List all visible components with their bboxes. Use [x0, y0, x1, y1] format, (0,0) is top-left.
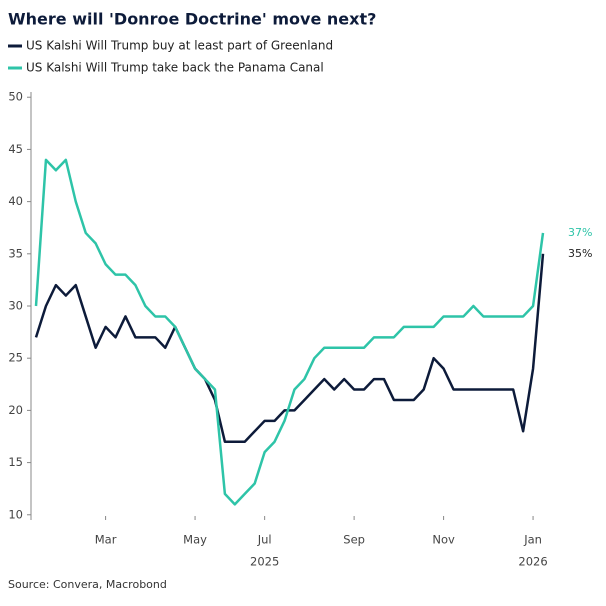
y-tick-label: 45: [8, 142, 23, 156]
y-tick-label: 30: [8, 299, 23, 313]
x-tick-label: Mar: [95, 533, 117, 547]
legend-label: US Kalshi Will Trump take back the Panam…: [26, 61, 324, 75]
y-tick-label: 10: [8, 507, 23, 521]
y-tick-label: 15: [8, 455, 23, 469]
y-tick-label: 25: [8, 351, 23, 365]
y-tick-label: 35: [8, 246, 23, 260]
x-tick-label: Nov: [432, 533, 455, 547]
y-tick-label: 40: [8, 194, 23, 208]
series-line: [34, 158, 545, 506]
chart-title: Where will 'Donroe Doctrine' move next?: [8, 10, 376, 29]
year-label: 2025: [250, 555, 279, 569]
x-tick-label: Sep: [343, 533, 365, 547]
y-tick-label: 50: [8, 90, 23, 104]
x-tick-label: May: [183, 533, 207, 547]
end-label: 35%: [568, 247, 592, 260]
series-line: [34, 253, 545, 443]
y-tick-label: 20: [8, 403, 23, 417]
end-label: 37%: [568, 226, 592, 239]
year-label: 2026: [518, 555, 547, 569]
source: Source: Convera, Macrobond: [8, 578, 167, 591]
legend-label: US Kalshi Will Trump buy at least part o…: [26, 39, 333, 53]
x-tick-label: Jul: [257, 533, 272, 547]
x-tick-label: Jan: [523, 533, 542, 547]
